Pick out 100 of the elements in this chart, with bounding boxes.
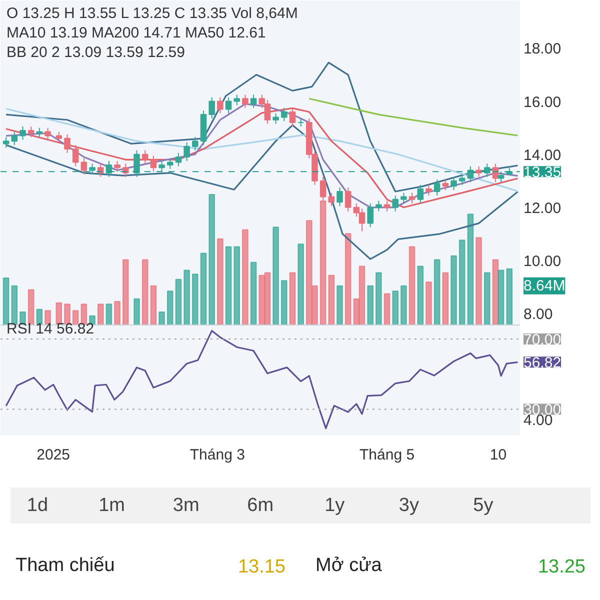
candlestick (80, 158, 88, 175)
bar (458, 240, 466, 326)
y3-tick-label: 70.00 (524, 332, 562, 349)
bar (114, 301, 120, 326)
annotation: MA10 13.19 MA200 14.71 MA50 12.61 (6, 24, 266, 42)
bar (122, 259, 129, 326)
text: Mở cửa (316, 555, 382, 576)
bar (272, 226, 279, 326)
candlestick (142, 150, 148, 164)
category-label: 5y (473, 495, 494, 516)
candlestick (384, 200, 390, 212)
candlestick (56, 131, 62, 143)
candlestick (192, 136, 198, 151)
candlestick (134, 150, 140, 178)
bar (328, 274, 335, 326)
candlestick (184, 142, 190, 162)
candlestick (344, 186, 352, 212)
text: 13.25 (538, 556, 586, 578)
candlestick (408, 192, 416, 204)
candlestick (328, 192, 335, 207)
candlestick (234, 94, 240, 106)
line-series (308, 98, 519, 136)
candlestick (280, 107, 288, 122)
x-tick-label: 10 (490, 446, 507, 464)
candlestick (476, 166, 482, 178)
bar (344, 233, 352, 326)
bar (225, 246, 232, 326)
candlestick (11, 131, 18, 146)
bar (392, 290, 399, 326)
candlestick (458, 174, 466, 186)
candlestick (426, 184, 432, 196)
bar (384, 293, 390, 326)
candlestick (217, 96, 224, 114)
category-label: 1d (26, 495, 48, 516)
bar (498, 270, 504, 326)
candlestick (2, 136, 10, 148)
bar (150, 285, 157, 326)
bar (200, 252, 207, 326)
bar (484, 272, 490, 326)
candlestick (434, 179, 440, 196)
annotation: BB 20 2 13.09 13.59 12.59 (6, 44, 185, 62)
bar (184, 270, 190, 326)
candlestick (367, 202, 374, 228)
x-tick-label: Tháng 3 (190, 446, 245, 464)
candlestick (242, 94, 248, 108)
candlestick (114, 160, 120, 172)
candlestick (272, 112, 279, 124)
candlestick (166, 158, 174, 170)
category-label: 3m (172, 495, 200, 516)
bar (134, 298, 140, 326)
ref-line-label: 13.35 (524, 164, 562, 182)
candlestick (225, 96, 232, 114)
candlestick (44, 127, 51, 140)
bar (175, 278, 182, 326)
bar (97, 304, 104, 326)
candlestick (72, 144, 79, 167)
y-tick-label: 16.00 (524, 94, 562, 111)
bar (208, 194, 215, 326)
bar (166, 290, 174, 326)
bar (442, 272, 449, 326)
bar (106, 304, 112, 326)
candlestick (450, 176, 457, 191)
candlestick (122, 163, 129, 178)
bar (298, 244, 304, 326)
bar (426, 281, 432, 326)
bar (400, 285, 407, 326)
category-label: 6m (247, 495, 274, 516)
bar (336, 285, 343, 326)
candlestick (158, 160, 165, 172)
bar (250, 262, 257, 326)
candlestick (392, 194, 399, 212)
candlestick (484, 163, 490, 178)
candlestick (175, 152, 182, 167)
bar (158, 311, 165, 326)
bar (408, 246, 416, 326)
bar (434, 259, 440, 326)
bar (506, 268, 513, 326)
bar (367, 285, 374, 326)
candlestick (20, 126, 26, 140)
bar (376, 272, 382, 326)
line-series (5, 62, 519, 192)
bar (242, 229, 248, 326)
bar (450, 255, 457, 326)
candlestick (106, 160, 112, 178)
candlestick (89, 163, 96, 175)
bar (476, 237, 482, 326)
text: Tham chiếu (16, 555, 115, 576)
candlestick (208, 96, 215, 120)
bar (2, 278, 10, 326)
y-tick-label: 14.00 (524, 146, 562, 164)
data-label: 56.82 (524, 354, 562, 372)
text: 8.64M (524, 277, 566, 294)
candlestick (400, 192, 407, 204)
candlestick (336, 186, 343, 207)
candlestick (442, 179, 449, 191)
bar (289, 272, 296, 326)
candlestick (498, 171, 504, 183)
y-tick-label: 8.00 (524, 306, 553, 323)
x-tick-label: Tháng 5 (360, 446, 415, 464)
y-tick-label: 12.00 (524, 200, 562, 217)
